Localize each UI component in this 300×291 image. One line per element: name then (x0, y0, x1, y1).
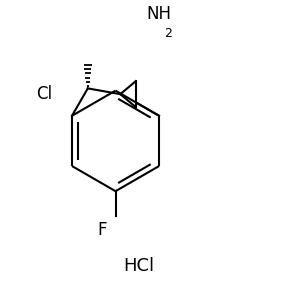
Text: 2: 2 (164, 26, 172, 40)
Text: Cl: Cl (37, 84, 52, 102)
Text: F: F (98, 221, 107, 239)
Text: HCl: HCl (123, 257, 154, 275)
Text: NH: NH (146, 5, 172, 23)
